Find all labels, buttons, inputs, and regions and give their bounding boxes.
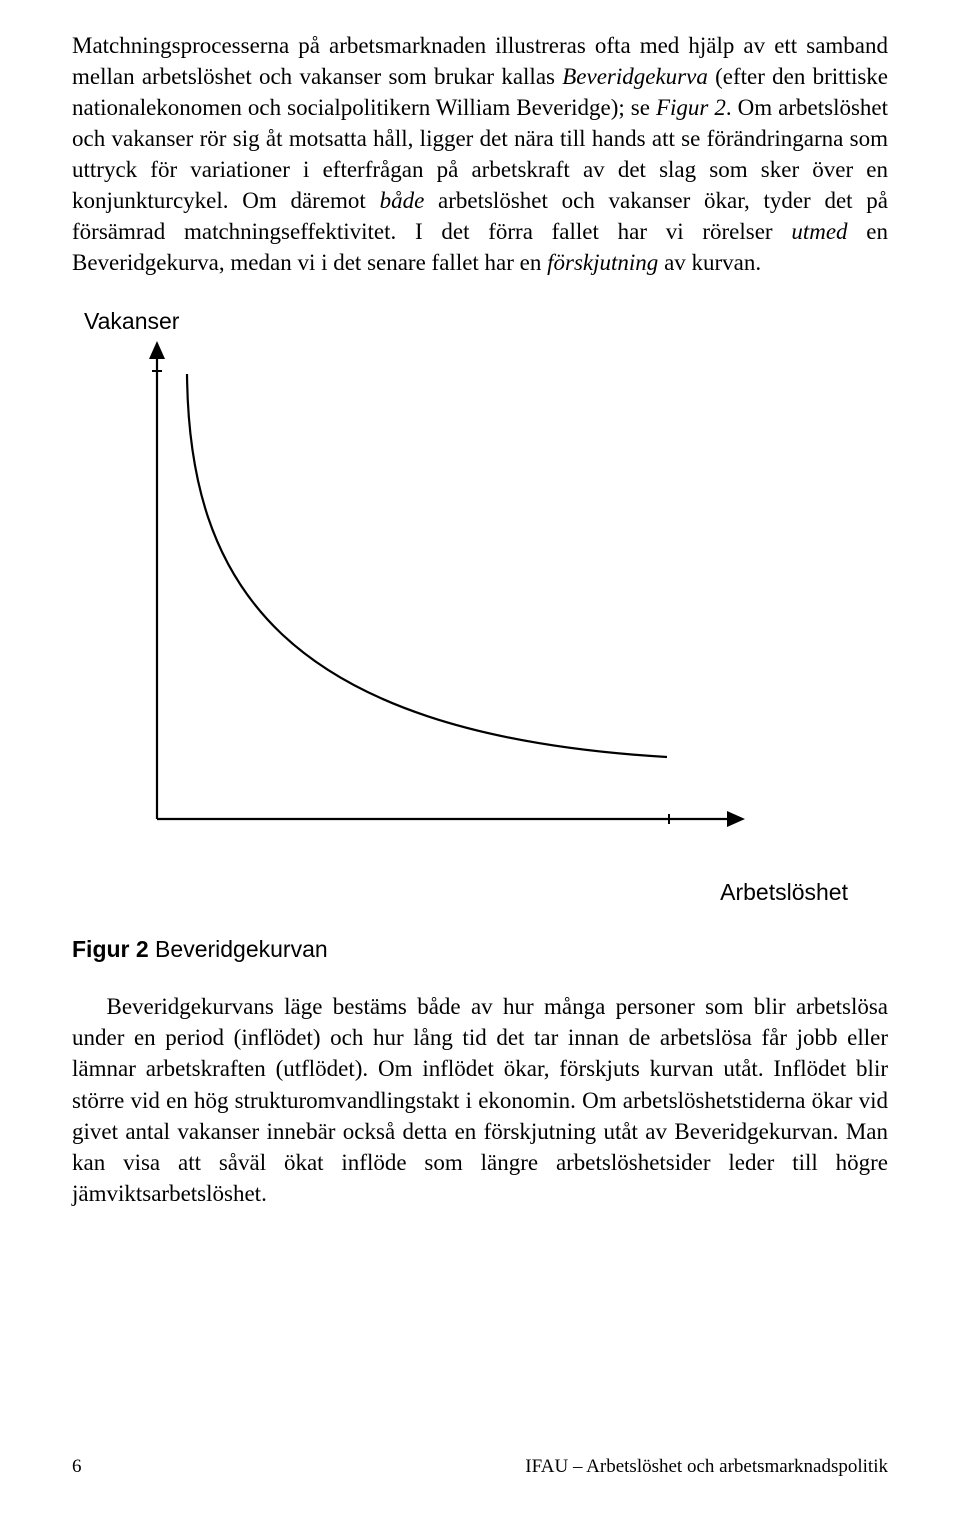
text-run: Beveridgekurvans läge bestäms både av hu… bbox=[72, 994, 888, 1205]
y-axis-arrow-icon bbox=[149, 341, 165, 359]
caption-text: Beveridgekurvan bbox=[149, 936, 328, 962]
italic-term: Beveridgekurva bbox=[562, 64, 708, 89]
paragraph-1: Matchningsprocesserna på arbetsmarknaden… bbox=[72, 30, 888, 278]
italic-term: förskjutning bbox=[547, 250, 658, 275]
beveridge-chart: Vakanser Arbetslöshet bbox=[72, 308, 888, 906]
beveridge-curve bbox=[187, 374, 667, 757]
italic-term: utmed bbox=[791, 219, 847, 244]
footer-source: IFAU – Arbetslöshet och arbetsmarknadspo… bbox=[525, 1456, 888, 1478]
italic-term: både bbox=[380, 188, 425, 213]
x-axis-label: Arbetslöshet bbox=[72, 879, 848, 906]
chart-svg bbox=[107, 339, 767, 859]
caption-number: Figur 2 bbox=[72, 936, 149, 962]
paragraph-2: Beveridgekurvans läge bestäms både av hu… bbox=[72, 991, 888, 1208]
text-run: av kurvan. bbox=[658, 250, 761, 275]
figure-caption: Figur 2 Beveridgekurvan bbox=[72, 936, 888, 963]
page-number: 6 bbox=[72, 1456, 82, 1478]
page-footer: 6 IFAU – Arbetslöshet och arbetsmarknads… bbox=[72, 1456, 888, 1478]
italic-figure-ref: Figur 2 bbox=[656, 95, 726, 120]
x-axis-arrow-icon bbox=[727, 811, 745, 827]
y-axis-label: Vakanser bbox=[84, 308, 888, 335]
